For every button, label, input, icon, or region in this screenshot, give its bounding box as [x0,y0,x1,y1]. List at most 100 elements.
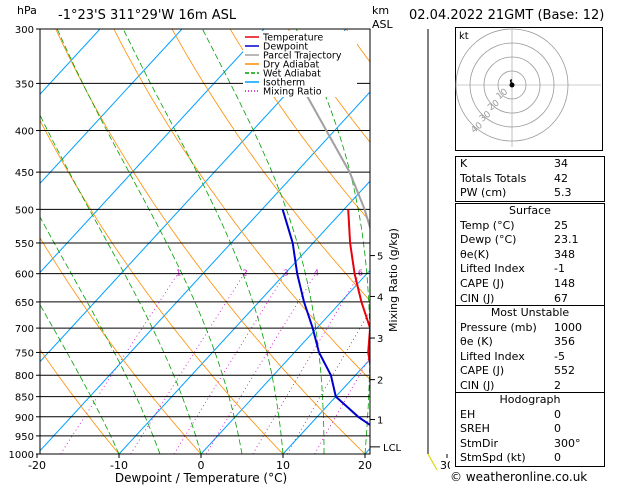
hodograph-kt-label: kt [459,31,469,42]
index-row-label: Totals Totals [460,171,527,185]
index-row: PW (cm) 5.3 [456,186,604,201]
surface-row-value: 348 [554,247,575,261]
isotherm-line [364,447,370,454]
mixing-ratio-line [286,310,370,454]
most-unstable-row-value: 552 [554,364,575,378]
mixing-ratio-label: 1 [176,269,181,278]
surface-row-value: -1 [554,262,565,276]
hodograph-row: StmDir 300° [456,437,604,452]
hodograph-row-label: EH [460,407,476,421]
surface-row-label: CIN (J) [460,291,495,305]
isotherm-line [40,29,347,363]
mixing-ratio-axis-label: Mixing Ratio (g/kg) [387,228,400,332]
pressure-tick-label: 550 [15,239,34,250]
wet-adiabat-line [56,29,243,454]
surface-wind-barb [427,453,438,471]
mixing-ratio-line [130,273,245,454]
hodograph-row-value: 0 [554,422,561,436]
pressure-tick-label: 750 [15,348,34,359]
isotherm-line [40,29,265,274]
surface-row: CAPE (J) 148 [456,277,604,292]
temperature-tick-label: -20 [28,459,46,472]
skewt-chart: 12346810162025 3003504004505005506006507… [9,25,450,485]
most-unstable-table: Most Unstable Pressure (mb) 1000 θe (K) 356 L… [455,305,605,395]
hodograph-row: StmSpd (kt) 0 [456,451,604,466]
index-row: K 34 [456,157,604,172]
height-tick-label: 5 [377,252,383,263]
mixing-ratio-label: 6 [358,269,363,278]
mixing-ratio-line [252,273,361,454]
pressure-tick-label: 900 [15,413,34,424]
most-unstable-row: Pressure (mb) 1000 [456,321,604,336]
most-unstable-row-value: 1000 [554,320,582,334]
temperature-tick-label: 30 [440,459,450,472]
legend-background [243,31,357,97]
temperature-line [347,209,370,370]
pressure-tick-label: 500 [15,205,34,216]
temperature-tick-label: 0 [198,459,205,472]
hodograph-table-title: Hodograph [499,393,561,406]
pressure-tick-label: 300 [15,25,34,36]
isotherm-line [282,358,370,454]
copyright: © weatheronline.co.uk [450,470,588,484]
hodograph-row-value: 300° [554,436,581,450]
datetime-title: 02.04.2022 21GMT (Base: 12) [409,8,605,23]
pressure-tick-label: 400 [15,127,34,138]
surface-row-value: 148 [554,276,575,290]
temperature-tick-label: 20 [358,459,372,472]
surface-row-value: 25 [554,218,568,232]
hodograph-frame [455,27,603,151]
isotherm-line [200,269,370,454]
x-axis-label: Dewpoint / Temperature (°C) [115,471,287,485]
location-title: -1°23'S 311°29'W 16m ASL [58,8,237,23]
wet-adiabat-line [399,29,427,454]
temperature-tick-label: -10 [110,459,128,472]
plot-frame [39,28,371,455]
pressure-tick-label: 800 [15,371,34,382]
pressure-tick-label: 950 [15,432,34,443]
index-row-label: K [460,157,468,170]
mixing-ratio-label: 4 [314,269,319,278]
pressure-tick-label: 650 [15,298,34,309]
height-unit-label: km ASL [372,4,393,32]
surface-row-value: 67 [554,291,568,305]
legend-entry: Dewpoint [263,42,308,53]
legend-entry: Isotherm [263,78,305,89]
most-unstable-row: CIN (J) 2 [456,379,604,394]
index-row-value: 42 [554,171,568,185]
hodograph-row-value: 0 [554,451,561,465]
mixing-ratio-line [434,274,450,454]
height-tick-label: 1 [377,416,383,427]
index-row-label: PW (cm) [460,186,507,200]
most-unstable-row-label: CIN (J) [460,378,495,392]
mixing-ratio-line [205,273,316,454]
temperature-tick-label: 10 [276,459,290,472]
axes: 3003504004505005506006507007508008509009… [9,25,450,485]
hodograph-row-label: SREH [460,422,490,436]
asl-label: ASL [372,18,393,31]
dewpoint-line [281,209,370,427]
surface-row: θe(K) 348 [456,248,604,263]
legend-entry: Wet Adiabat [263,69,321,80]
mixing-ratio-label: 2 [242,269,247,278]
surface-row-label: θe(K) [460,247,490,261]
wet-adiabat-line [202,29,325,454]
isotherm-line [447,29,450,454]
isotherm-line [118,180,370,454]
hodograph-row: SREH 0 [456,422,604,437]
legend-entry: Mixing Ratio [263,87,322,98]
mixing-ratio-label: 10 [414,269,424,278]
hodograph-row-label: StmSpd (kt) [460,451,526,465]
dry-adiabat-line [404,29,450,454]
index-row-value: 34 [554,157,568,170]
pressure-unit-label: hPa [17,4,37,17]
most-unstable-row-value: 356 [554,335,575,349]
surface-row: Lifted Index -1 [456,262,604,277]
surface-row: Temp (°C) 25 [456,219,604,234]
most-unstable-row: θe (K) 356 [456,335,604,350]
hodograph-row: EH 0 [456,408,604,423]
pressure-tick-label: 600 [15,270,34,281]
